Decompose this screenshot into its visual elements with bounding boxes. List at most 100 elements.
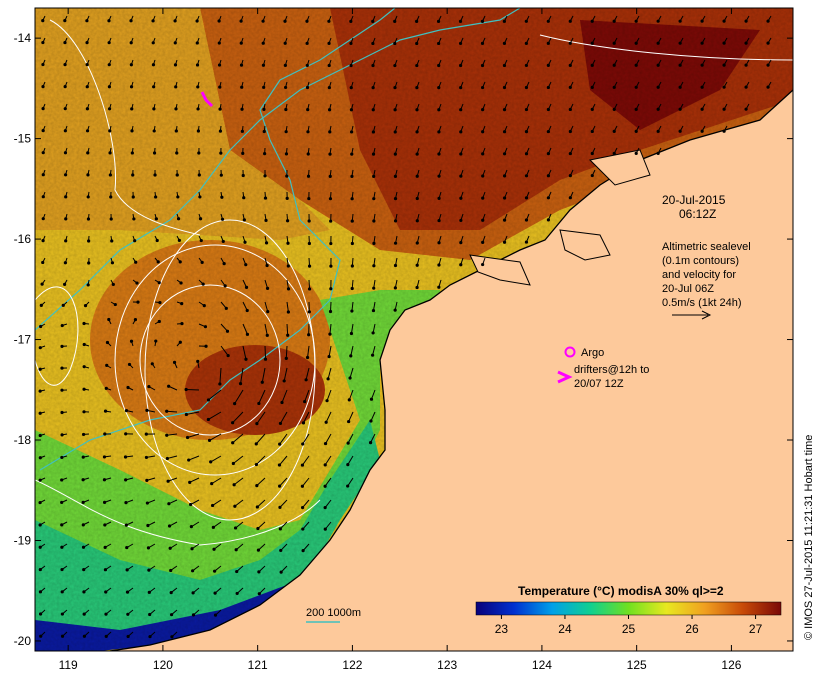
velocity-arrow-head [126, 634, 130, 639]
velocity-arrow-head [151, 41, 155, 45]
velocity-arrow [283, 367, 288, 382]
velocity-arrow-head [285, 174, 289, 178]
velocity-arrow-head [82, 612, 86, 616]
velocity-arrow-head [39, 634, 43, 638]
velocity-arrow-head [132, 217, 136, 221]
colorbar-title: Temperature (°C) modisA 30% ql>=2 [518, 584, 724, 598]
velocity-arrow-head [568, 151, 572, 156]
velocity-arrow-head [346, 462, 350, 467]
velocity-arrow-head [546, 85, 550, 90]
velocity-arrow-head [325, 399, 329, 403]
velocity-arrow-head [568, 129, 572, 134]
velocity-arrow-head [590, 63, 594, 67]
altimetry-legend: Altimetric sealevel (0.1m contours) and … [662, 241, 751, 320]
velocity-arrow [279, 455, 288, 466]
velocity-arrow-head [372, 241, 376, 245]
velocity-arrow [348, 389, 354, 401]
velocity-arrow-head [524, 19, 528, 23]
velocity-arrow-head [279, 548, 283, 553]
velocity-arrow-head [546, 129, 551, 134]
velocity-arrow [304, 389, 310, 402]
velocity-arrow-head [103, 568, 108, 572]
velocity-arrow-head [85, 19, 89, 23]
velocity-arrow-head [257, 570, 261, 574]
velocity-arrow-head [744, 107, 748, 111]
velocity-arrow-head [436, 19, 441, 23]
velocity-arrow-head [64, 195, 68, 199]
velocity-arrow-head [328, 332, 332, 336]
velocity-arrow-head [323, 506, 327, 510]
velocity-arrow-head [103, 545, 107, 549]
velocity-arrow-head [174, 129, 178, 133]
velocity-arrow-head [282, 379, 286, 383]
velocity-arrow [220, 323, 228, 332]
velocity-arrow-head [239, 63, 244, 67]
velocity-arrow-head [38, 456, 42, 460]
velocity-arrow-head [437, 241, 441, 245]
velocity-arrow-head [327, 355, 331, 359]
velocity-arrow-head [393, 130, 397, 134]
velocity-arrow-head [612, 19, 616, 23]
velocity-arrow-head [328, 130, 332, 134]
velocity-arrow-head [63, 107, 67, 111]
velocity-arrow-head [41, 129, 45, 133]
velocity-arrow-head [133, 239, 137, 243]
velocity-arrow-head [546, 19, 550, 23]
velocity-arrow-head [41, 239, 45, 243]
velocity-arrow-head [64, 217, 68, 221]
velocity-arrow-head [231, 461, 235, 466]
velocity-arrow-head [263, 196, 268, 200]
velocity-arrow-head [241, 151, 245, 156]
drifter-marker-icon [557, 370, 573, 384]
velocity-arrow-head [135, 281, 139, 285]
velocity-arrow [370, 411, 376, 422]
land-mainland [110, 90, 793, 651]
velocity-arrow-head [40, 282, 44, 286]
velocity-arrow-head [546, 41, 550, 45]
velocity-arrow [350, 323, 354, 334]
velocity-arrow-head [265, 286, 270, 290]
velocity-arrow-head [305, 355, 310, 360]
velocity-arrow-head [265, 263, 269, 268]
velocity-arrow-head [81, 432, 86, 437]
velocity-arrow-head [349, 331, 354, 336]
velocity-arrow [327, 367, 332, 379]
velocity-arrow-head [328, 197, 333, 201]
velocity-arrow-head [82, 410, 86, 414]
velocity-arrow-head [109, 195, 113, 199]
isobath-legend: 200 1000m [306, 607, 361, 623]
velocity-arrow-head [225, 329, 230, 333]
velocity-arrow-head [147, 590, 151, 594]
velocity-arrow-head [568, 107, 572, 112]
velocity-arrow-head [393, 196, 398, 201]
velocity-arrow-head [415, 285, 419, 290]
velocity-arrow-head [264, 241, 269, 245]
velocity-arrow-head [415, 219, 419, 223]
velocity-arrow-head [329, 264, 333, 268]
velocity-arrow-head [502, 63, 507, 68]
velocity-arrow-head [146, 523, 150, 528]
velocity-arrow-head [546, 218, 550, 222]
velocity-arrow-head [590, 19, 594, 23]
velocity-arrow-head [145, 501, 149, 505]
velocity-arrow-head [306, 152, 310, 156]
plot-area [35, 8, 793, 651]
velocity-arrow-head [102, 478, 107, 482]
velocity-arrow-head [306, 130, 310, 134]
velocity-arrow-head [277, 463, 282, 467]
velocity-arrow-head [278, 421, 283, 426]
velocity-arrow [166, 410, 178, 413]
velocity-arrow-head [130, 129, 134, 133]
velocity-arrow-head [82, 342, 86, 347]
velocity-arrow-head [393, 219, 398, 223]
velocity-arrow-head [262, 85, 266, 89]
velocity-arrow-head [503, 196, 507, 200]
velocity-arrow-head [612, 107, 616, 111]
velocity-arrow-head [459, 240, 463, 245]
velocity-arrow-head [60, 410, 64, 415]
x-tick-label: 123 [437, 658, 457, 672]
velocity-arrow-head [189, 502, 193, 507]
velocity-arrow-head [38, 346, 42, 350]
velocity-arrow [325, 411, 332, 423]
velocity-arrow-head [634, 85, 638, 89]
